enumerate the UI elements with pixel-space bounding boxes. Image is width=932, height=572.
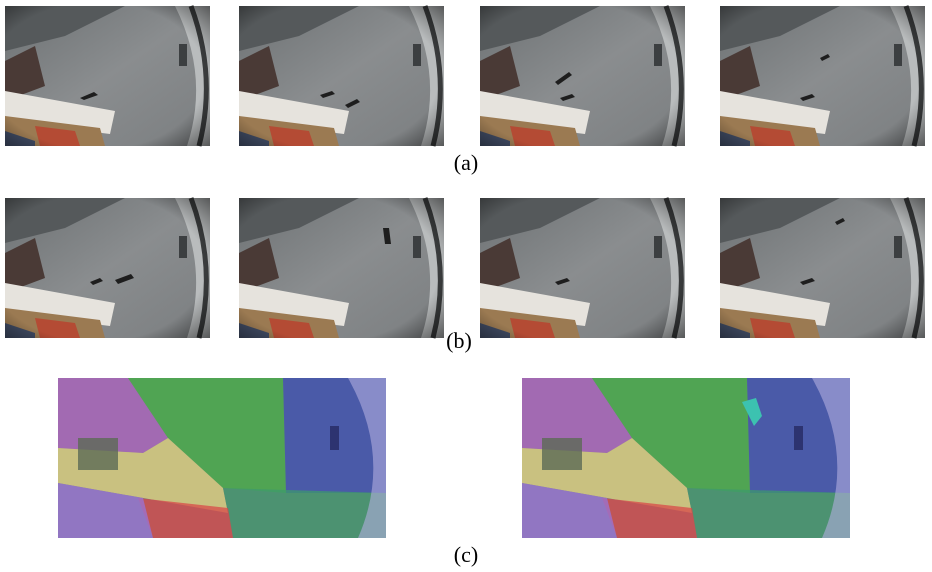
video-frame bbox=[5, 198, 210, 338]
row-b bbox=[5, 198, 925, 338]
panel-label: (c) bbox=[454, 542, 478, 567]
segmentation-map bbox=[58, 378, 386, 538]
video-frame bbox=[5, 6, 210, 146]
panel-label: (b) bbox=[446, 328, 472, 353]
video-frame bbox=[239, 6, 444, 146]
video-frame bbox=[480, 198, 685, 338]
video-frame bbox=[239, 198, 444, 338]
figure: (a) (b) (c) bbox=[0, 0, 932, 572]
panel-label: (a) bbox=[454, 150, 478, 175]
video-frame bbox=[720, 198, 925, 338]
video-frame bbox=[720, 6, 925, 146]
page: (a) (b) (c) (() => { const data = JSON.p… bbox=[0, 0, 932, 572]
video-frame bbox=[480, 6, 685, 146]
row-c bbox=[58, 378, 850, 538]
row-a bbox=[5, 6, 925, 146]
segmentation-map bbox=[522, 378, 850, 538]
